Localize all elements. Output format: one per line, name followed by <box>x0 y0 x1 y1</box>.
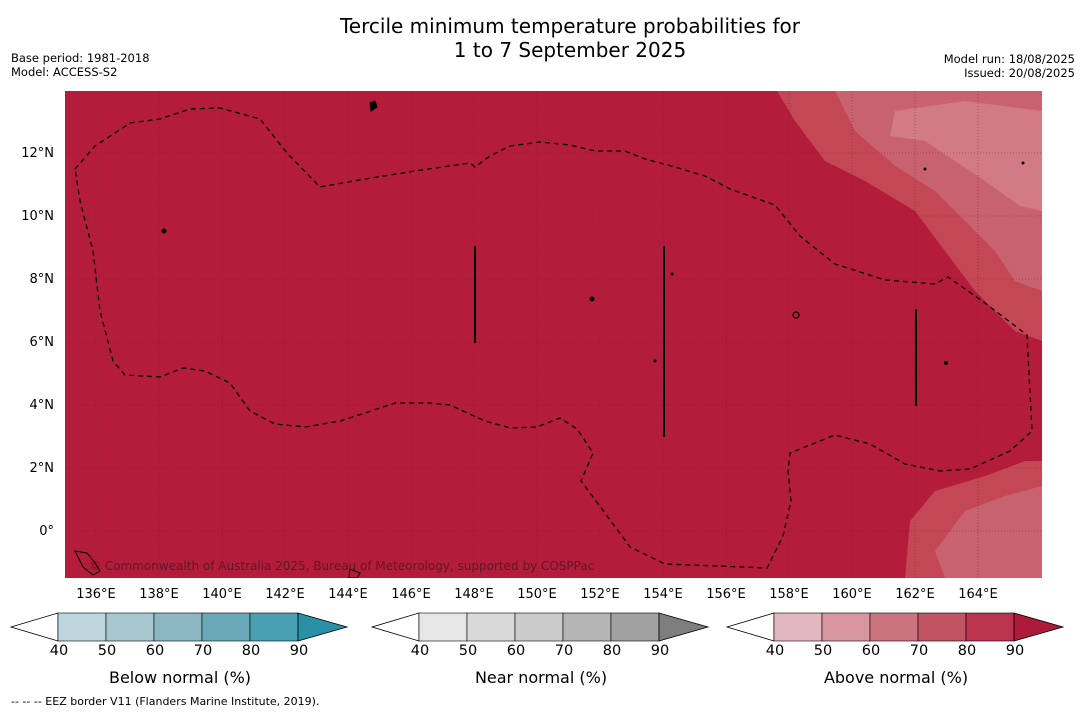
issued-date: Issued: 20/08/2025 <box>964 66 1075 80</box>
lon-label: 160°E <box>832 587 872 602</box>
cbar-tick: 50 <box>97 643 117 659</box>
map-title: Tercile minimum temperature probabilitie… <box>0 14 1085 62</box>
title-line-2: 1 to 7 September 2025 <box>453 38 687 62</box>
meta-right: Model run: 18/08/2025 Issued: 20/08/2025 <box>944 52 1075 80</box>
shading-se-70 <box>935 486 1042 578</box>
footer-note: -- -- -- EEZ border V11 (Flanders Marine… <box>11 695 320 708</box>
title-line-1: Tercile minimum temperature probabilitie… <box>339 14 801 38</box>
lat-label: 10°N <box>21 209 54 224</box>
colorbar-above-svg <box>725 612 1065 642</box>
model-name: Model: ACCESS-S2 <box>11 65 118 79</box>
lon-label: 150°E <box>517 587 557 602</box>
swatch <box>297 612 349 642</box>
lon-label: 154°E <box>643 587 683 602</box>
swatch <box>418 612 468 642</box>
lon-label: 152°E <box>580 587 620 602</box>
cbar-tick: 60 <box>861 643 881 659</box>
cbar-tick: 70 <box>193 643 213 659</box>
eez-border <box>74 107 1033 569</box>
lon-label: 142°E <box>265 587 305 602</box>
cbar-tick: 60 <box>145 643 165 659</box>
colorbar-below-normal <box>9 612 350 644</box>
swatch <box>821 612 871 642</box>
cbar-tick: 70 <box>554 643 574 659</box>
swatch <box>965 612 1015 642</box>
swatch <box>514 612 564 642</box>
lon-label: 148°E <box>454 587 494 602</box>
lon-label: 162°E <box>895 587 935 602</box>
colorbar-near-normal <box>370 612 711 644</box>
swatch <box>773 612 823 642</box>
colorbar-near-svg <box>370 612 710 642</box>
lat-label: 12°N <box>21 146 54 161</box>
cbar-tick: 40 <box>49 643 69 659</box>
swatch <box>201 612 251 642</box>
cbar-tick: 90 <box>289 643 309 659</box>
cbar-tick: 40 <box>765 643 785 659</box>
lat-label: 4°N <box>29 398 55 413</box>
swatch <box>562 612 612 642</box>
swatch <box>153 612 203 642</box>
cbar-tick: 80 <box>957 643 977 659</box>
lon-label: 158°E <box>769 587 809 602</box>
swatch <box>658 612 710 642</box>
cbar-tick: 50 <box>813 643 833 659</box>
map-svg: © Commonwealth of Australia 2025, Bureau… <box>65 91 1042 578</box>
cbar-tick: 90 <box>1005 643 1025 659</box>
cbar-tick: 60 <box>506 643 526 659</box>
swatch <box>610 612 660 642</box>
swatch <box>57 612 107 642</box>
cbar-tick: 90 <box>650 643 670 659</box>
map-panel[interactable]: © Commonwealth of Australia 2025, Bureau… <box>65 91 1042 578</box>
colorbar-title-above: Above normal (%) <box>823 668 969 687</box>
copyright-text: © Commonwealth of Australia 2025, Bureau… <box>89 559 594 573</box>
swatch <box>249 612 299 642</box>
lon-label: 136°E <box>76 587 116 602</box>
swatch <box>105 612 155 642</box>
lat-label: 8°N <box>29 272 55 287</box>
lat-label: 0° <box>39 524 54 539</box>
lon-label: 144°E <box>328 587 368 602</box>
cbar-tick: 50 <box>458 643 478 659</box>
lat-label: 6°N <box>29 335 55 350</box>
colorbar-title-below: Below normal (%) <box>108 668 252 687</box>
base-period: Base period: 1981-2018 <box>11 51 150 65</box>
graticule <box>65 91 1042 578</box>
lon-label: 156°E <box>706 587 746 602</box>
swatch <box>1013 612 1065 642</box>
swatch <box>466 612 516 642</box>
lat-label: 2°N <box>29 461 55 476</box>
colorbar-above-normal <box>725 612 1066 644</box>
colorbar-below-svg <box>9 612 349 642</box>
lon-label: 164°E <box>958 587 998 602</box>
swatch <box>917 612 967 642</box>
cbar-tick: 40 <box>410 643 430 659</box>
model-run: Model run: 18/08/2025 <box>943 52 1075 66</box>
swatch <box>869 612 919 642</box>
lon-label: 138°E <box>139 587 179 602</box>
cbar-tick: 80 <box>602 643 622 659</box>
cbar-tick: 70 <box>909 643 929 659</box>
colorbar-title-near: Near normal (%) <box>474 668 608 687</box>
meta-left: Base period: 1981-2018 Model: ACCESS-S2 <box>11 51 150 79</box>
islands <box>74 100 1025 578</box>
lon-label: 140°E <box>202 587 242 602</box>
cbar-tick: 80 <box>241 643 261 659</box>
shading-ne-80 <box>890 101 1042 211</box>
lon-label: 146°E <box>391 587 431 602</box>
